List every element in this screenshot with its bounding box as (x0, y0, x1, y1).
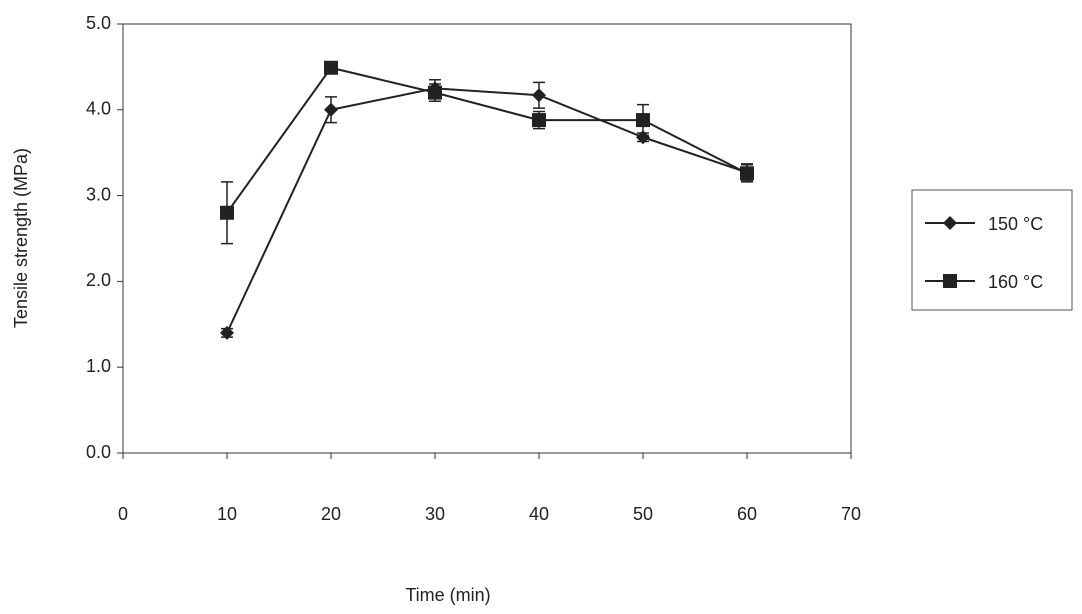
series-line (227, 68, 747, 213)
y-tick-label: 1.0 (86, 356, 111, 376)
y-tick-label: 0.0 (86, 442, 111, 462)
data-point (532, 113, 546, 127)
legend-box (912, 190, 1072, 310)
data-point (428, 86, 442, 100)
y-tick-label: 5.0 (86, 13, 111, 33)
x-tick-label: 60 (737, 504, 757, 524)
data-point (532, 88, 546, 102)
x-tick-label: 40 (529, 504, 549, 524)
data-point (636, 113, 650, 127)
chart: Time (min) Tensile strength (MPa) 0.0 1.0… (0, 0, 1082, 609)
legend-label: 160 °C (988, 272, 1043, 292)
x-axis-label: Time (min) (405, 585, 490, 605)
x-tick-label: 70 (841, 504, 861, 524)
data-point (324, 61, 338, 75)
legend-marker (943, 274, 957, 288)
y-tick-label: 3.0 (86, 184, 111, 204)
plot-frame (123, 24, 851, 453)
y-tick-label: 4.0 (86, 99, 111, 119)
x-tick-label: 30 (425, 504, 445, 524)
series-line (227, 88, 747, 333)
data-point (324, 103, 338, 117)
x-tick-label: 10 (217, 504, 237, 524)
y-axis-label: Tensile strength (MPa) (11, 148, 31, 328)
data-point (220, 206, 234, 220)
y-tick-label: 2.0 (86, 270, 111, 290)
x-tick-label: 20 (321, 504, 341, 524)
x-tick-label: 50 (633, 504, 653, 524)
data-point (740, 166, 754, 180)
legend-label: 150 °C (988, 214, 1043, 234)
x-tick-label: 0 (118, 504, 128, 524)
